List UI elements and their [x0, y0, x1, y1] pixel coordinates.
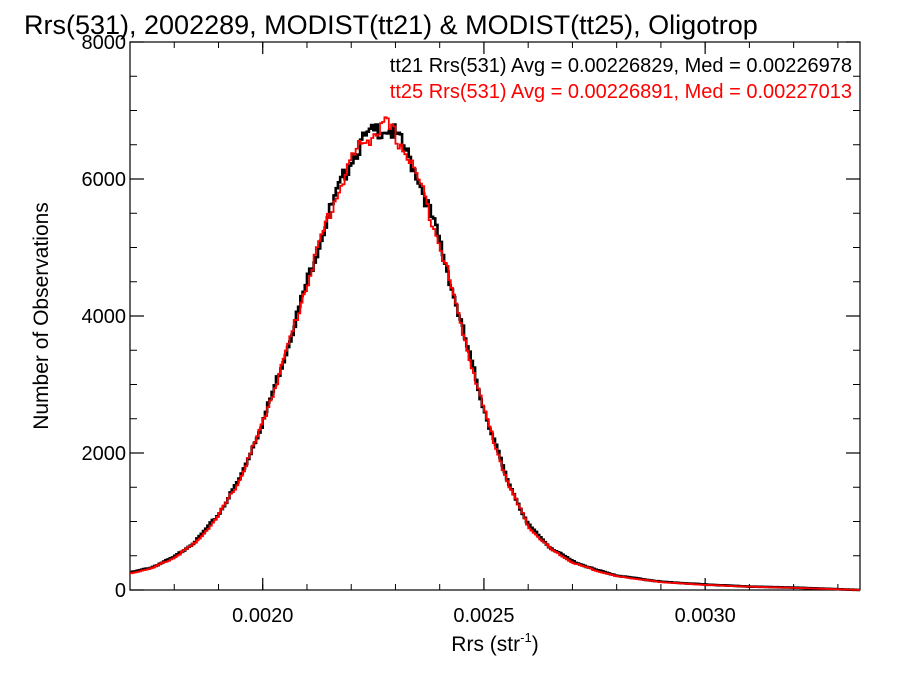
x-axis-label-main: Rrs (str	[451, 633, 520, 656]
x-axis-label-superscript: -1	[520, 630, 532, 645]
chart-title: Rrs(531), 2002289, MODIST(tt21) & MODIST…	[24, 10, 758, 40]
axis-ticks: 0.0020 0.0025 0.0030 0 2000 4000 6000 8000	[82, 32, 860, 627]
plot-frame	[129, 41, 861, 591]
y-tick-label: 2000	[82, 443, 127, 465]
legend-entry-tt25: tt25 Rrs(531) Avg = 0.00226891, Med = 0.…	[390, 81, 852, 103]
legend-entry-tt21: tt21 Rrs(531) Avg = 0.00226829, Med = 0.…	[390, 55, 852, 77]
series-group	[130, 116, 860, 592]
x-axis-label-close: )	[532, 633, 539, 656]
y-tick-label: 4000	[82, 306, 127, 328]
series-line-tt25	[130, 116, 860, 591]
series-line-tt21	[130, 123, 860, 592]
x-tick-label: 0.0025	[453, 605, 514, 627]
x-tick-label: 0.0020	[232, 605, 293, 627]
y-axis-label: Number of Observations	[30, 202, 53, 430]
y-tick-label: 6000	[82, 169, 127, 191]
x-tick-label: 0.0030	[675, 605, 736, 627]
y-tick-label: 8000	[82, 32, 127, 54]
x-axis-label: Rrs (str-1)	[451, 630, 538, 656]
y-tick-label: 0	[115, 580, 126, 602]
